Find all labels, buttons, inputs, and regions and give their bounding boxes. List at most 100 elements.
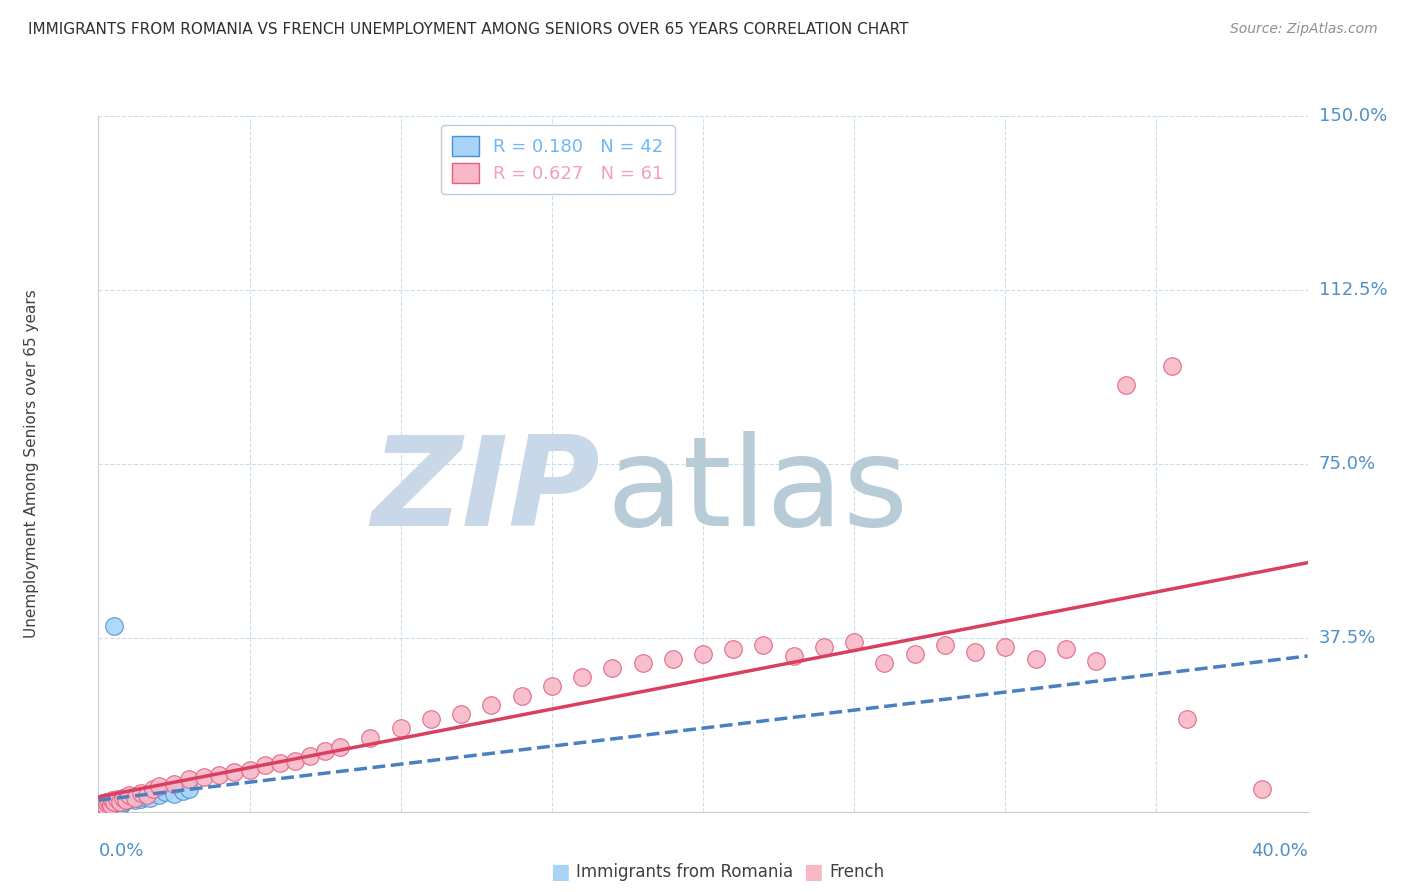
Point [360,731,382,745]
Point [108,795,131,809]
Point [96,799,118,814]
Point [105,791,128,805]
Point [94,797,117,812]
Point [873,657,896,671]
Point [631,657,654,671]
Text: Unemployment Among Seniors over 65 years: Unemployment Among Seniors over 65 years [24,290,39,638]
Point [148,779,170,793]
Point [96,798,118,813]
Point [965,645,987,659]
Point [110,797,132,812]
Point [934,638,956,652]
Point [269,756,291,770]
Point [100,797,122,812]
Point [94,796,117,810]
Point [111,790,134,805]
Point [124,790,146,805]
Point [112,796,135,810]
Point [389,721,412,735]
Text: 75.0%: 75.0% [1319,455,1376,473]
Point [179,772,201,787]
Point [723,642,745,657]
Point [129,791,152,805]
Point [193,770,215,784]
Point [1054,642,1077,657]
Point [121,789,143,804]
Point [571,670,593,684]
Point [163,787,186,801]
Point [139,790,162,805]
Point [540,680,562,694]
Legend: R = 0.180   N = 42, R = 0.627   N = 61: R = 0.180 N = 42, R = 0.627 N = 61 [441,125,675,194]
Point [111,790,134,805]
Point [90,801,112,815]
Point [103,796,125,810]
Point [91,797,114,811]
Point [103,619,125,633]
Text: ■: ■ [550,863,569,882]
Point [1160,359,1182,374]
Text: 112.5%: 112.5% [1319,281,1388,299]
Text: 0.0%: 0.0% [98,842,143,860]
Point [1251,781,1274,796]
Point [135,787,157,801]
Point [96,801,118,815]
Point [91,799,114,814]
Point [103,797,125,812]
Point [97,797,120,811]
Point [602,661,624,675]
Point [239,763,262,777]
Point [98,795,121,809]
Point [114,793,136,807]
Point [179,781,201,796]
Point [94,800,117,814]
Point [148,789,170,803]
Point [661,651,683,665]
Point [108,795,131,809]
Text: Source: ZipAtlas.com: Source: ZipAtlas.com [1230,22,1378,37]
Point [124,793,146,807]
Point [329,739,352,754]
Point [90,801,112,815]
Point [420,712,443,726]
Point [844,635,866,649]
Point [172,784,194,798]
Text: ZIP: ZIP [371,431,600,552]
Point [994,640,1017,654]
Text: 37.5%: 37.5% [1319,629,1376,647]
Point [89,802,111,816]
Point [314,744,336,758]
Point [510,689,533,703]
Point [299,749,322,764]
Text: atlas: atlas [606,431,908,552]
Point [208,767,231,781]
Point [98,796,121,810]
Point [1024,651,1046,665]
Point [89,799,111,814]
Point [100,797,122,812]
Point [163,777,186,791]
Point [96,797,118,811]
Point [253,758,276,772]
Point [142,786,165,800]
Point [127,789,149,803]
Point [101,793,124,807]
Point [153,785,176,799]
Point [692,647,714,661]
Text: 40.0%: 40.0% [1251,842,1308,860]
Text: French: French [830,863,884,881]
Point [91,802,114,816]
Point [142,781,165,796]
Point [100,800,122,814]
Point [1115,378,1137,392]
Point [904,647,927,661]
Text: IMMIGRANTS FROM ROMANIA VS FRENCH UNEMPLOYMENT AMONG SENIORS OVER 65 YEARS CORRE: IMMIGRANTS FROM ROMANIA VS FRENCH UNEMPL… [28,22,908,37]
Point [129,786,152,800]
Point [224,765,246,780]
Point [93,800,115,814]
Text: ■: ■ [803,863,823,882]
Point [1175,712,1198,726]
Point [782,649,804,664]
Point [284,754,307,768]
Text: Immigrants from Romania: Immigrants from Romania [576,863,793,881]
